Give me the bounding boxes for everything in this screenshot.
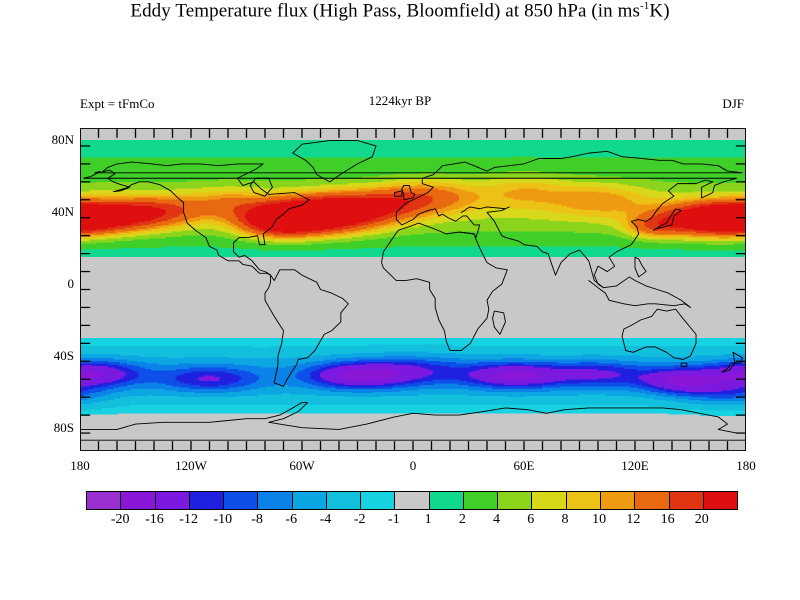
colorbar-tick-1: 1 [424,512,432,527]
coastline-segment-3 [292,140,377,183]
y-tick-40n: 40N [51,204,74,219]
contour-band--8--6 [80,355,746,402]
coastline-segment-10 [401,184,416,201]
coastline-segment-12 [653,208,682,231]
contour-band--20--16 [80,368,746,387]
coastline-segment-0 [101,169,272,276]
coastline-segment-4 [264,269,349,387]
contour-band-1-2 [80,140,746,258]
coastline-segment-5 [381,222,508,351]
coastline-segment-14 [634,256,647,278]
contour-fill-layer [80,140,746,417]
coastline-segment-15 [621,308,697,360]
colorbar-tick-neg4: -4 [319,512,332,527]
colorbar-swatch-13 [532,492,567,509]
period-label: 1224kyr BP [368,93,432,108]
colorbar-swatch-8 [361,492,396,509]
axis-ticks [80,128,746,451]
colorbar-tick-neg10: -10 [213,512,233,527]
colorbar-tick-neg16: -16 [145,512,164,527]
coastline-layer [80,140,746,441]
x-tick-120w: 120W [175,458,207,473]
colorbar-swatch-16 [635,492,670,509]
y-tick-80s: 80S [53,420,74,435]
contour-band--12--10 [80,362,746,395]
colorbar-swatch-0 [87,492,122,509]
colorbar-swatch-15 [600,492,636,509]
colorbar-tick-neg1: -1 [388,512,400,527]
contour-band-4-6 [80,171,746,246]
coastline-segment-6 [492,310,506,335]
colorbar-tick-neg12: -12 [179,512,198,527]
y-tick-40s: 40S [53,348,74,363]
coastline-segment-9 [83,170,738,289]
title-tail: K) [649,0,670,22]
colorbar-swatch-14 [566,492,601,509]
climate-contour-map [80,128,746,451]
title-main: Eddy Temperature flux (High Pass, Bloomf… [130,0,640,22]
colorbar-tick-20: 20 [694,512,709,527]
x-tick-60w: 60W [289,458,315,473]
x-tick-180e: 180 [736,458,756,473]
coastline-segment-8 [94,150,743,213]
x-tick-60e: 60E [513,458,535,473]
contour-band--6--4 [80,351,746,406]
colorbar-swatch-7 [326,492,362,509]
colorbar-tick-16: 16 [660,512,675,527]
colorbar-swatch-10 [429,492,464,509]
colorbar-swatch-1 [121,492,156,509]
colorbar-swatch-9 [395,492,430,509]
colorbar-tick-neg8: -8 [251,512,263,527]
coastline-segment-13 [588,276,691,308]
coastline-segment-17 [721,351,743,373]
coastline-segment-1 [101,161,310,276]
colorbar-swatch-4 [224,492,259,509]
colorbar [86,491,738,510]
contour-band-16-20 [80,192,746,235]
colorbar-swatch-2 [155,492,190,509]
page-title: Eddy Temperature flux (High Pass, Bloomf… [0,0,800,22]
colorbar-tick-8: 8 [561,512,569,527]
contour-band--4--2 [80,344,746,411]
x-tick-180w: 180 [70,458,90,473]
colorbar-tick-2: 2 [458,512,466,527]
contour-band--10--8 [80,359,746,399]
coastline-segment-16 [680,362,688,368]
colorbar-tick-10: 10 [592,512,607,527]
y-tick-80n: 80N [51,132,74,147]
coastline-segment-7 [395,208,481,238]
colorbar-tick-6: 6 [527,512,535,527]
colorbar-tick-12: 12 [626,512,641,527]
colorbar-tick-neg20: -20 [110,512,130,527]
coastline-segment-18 [80,402,746,441]
x-tick-120e: 120E [621,458,649,473]
colorbar-swatch-3 [189,492,225,509]
title-superscript: -1 [640,0,650,12]
coastline-segment-11 [394,190,403,197]
map-plot-area [80,128,746,451]
contour-band--2--1 [80,337,746,417]
contour-band-2-4 [80,156,746,251]
colorbar-tick-neg6: -6 [285,512,298,527]
contour-band--16--12 [80,363,746,392]
colorbar-swatch-5 [258,492,293,509]
y-tick-0: 0 [67,276,75,291]
season-label: DJF [722,96,744,111]
colorbar-swatch-18 [703,492,738,509]
colorbar-tick-4: 4 [493,512,501,527]
colorbar-swatch-6 [292,492,327,509]
experiment-label: Expt = tFmCo [80,96,155,111]
x-tick-0: 0 [409,458,417,473]
colorbar-swatch-11 [463,492,499,509]
colorbar-tick-neg2: -2 [353,512,366,527]
colorbar-swatch-17 [669,492,704,509]
colorbar-swatch-12 [498,492,533,509]
contour-band-8-10 [80,181,746,240]
contour-band-12-16 [80,188,746,238]
